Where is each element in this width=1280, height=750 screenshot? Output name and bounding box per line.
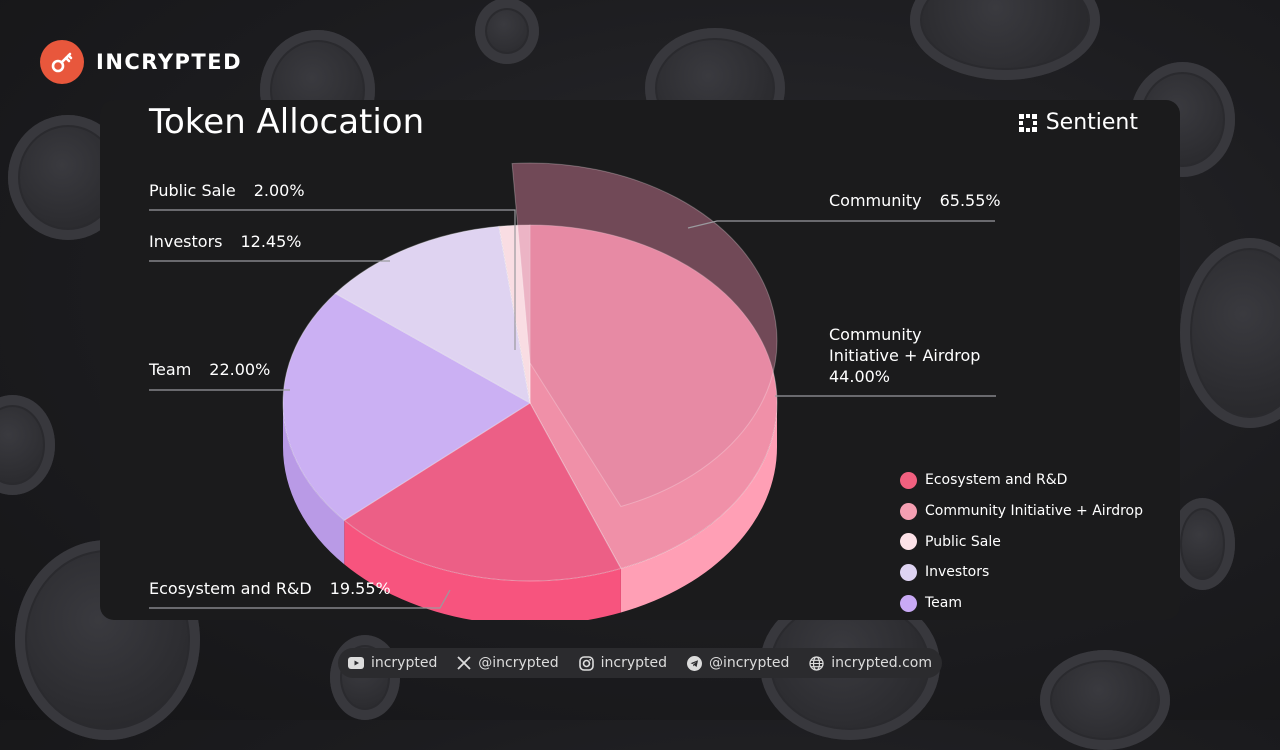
globe-icon xyxy=(809,655,824,671)
brand-name: INCRYPTED xyxy=(96,50,243,74)
sentient-logo-icon xyxy=(1018,113,1037,132)
callout-leader-line xyxy=(687,220,995,229)
chart-title: Token Allocation xyxy=(149,102,425,142)
legend-label: Ecosystem and R&D xyxy=(925,472,1068,489)
footer-instagram[interactable]: incrypted xyxy=(578,655,667,671)
footer-telegram[interactable]: @incrypted xyxy=(686,655,789,671)
legend-label: Public Sale xyxy=(925,533,1001,550)
chart-legend: Ecosystem and R&D Community Initiative + … xyxy=(900,465,1143,618)
background-coin xyxy=(1170,498,1235,590)
background-coin xyxy=(0,395,55,495)
footer-youtube[interactable]: incrypted xyxy=(347,655,437,671)
pie-slice-side xyxy=(344,520,621,620)
pie-chart xyxy=(149,162,996,620)
pie-slice xyxy=(529,224,778,570)
callout-investors: Investors 12.45% xyxy=(149,232,302,251)
x-icon xyxy=(457,656,471,670)
pie-slice-side xyxy=(620,403,777,613)
pie-slice xyxy=(282,292,531,521)
callout-community-initiative: Community Initiative + Airdrop 44.00% xyxy=(829,325,981,386)
footer-x[interactable]: @incrypted xyxy=(457,655,559,671)
callout-ecosystem: Ecosystem and R&D 19.55% xyxy=(149,579,391,598)
legend-label: Community Initiative + Airdrop xyxy=(925,503,1143,520)
background-coin xyxy=(910,0,1100,80)
callout-community: Community 65.55% xyxy=(829,191,1001,210)
pie-slice-side xyxy=(283,403,345,565)
callout-leader-line xyxy=(149,589,451,609)
social-footer: incrypted @incrypted incrypted @incrypte… xyxy=(338,648,942,678)
instagram-icon xyxy=(578,655,594,671)
background-coin xyxy=(475,0,539,64)
pie-slice xyxy=(334,225,531,404)
brand: INCRYPTED xyxy=(40,40,242,84)
legend-item: Public Sale xyxy=(900,526,1143,557)
key-logo-icon xyxy=(40,40,84,84)
background-coin xyxy=(1040,650,1170,750)
callout-team: Team 22.00% xyxy=(149,360,271,379)
legend-swatch xyxy=(900,502,917,520)
legend-swatch xyxy=(900,471,917,489)
legend-swatch xyxy=(900,533,917,551)
youtube-icon xyxy=(347,657,364,669)
footer-website[interactable]: incrypted.com xyxy=(809,655,932,671)
partner-name: Sentient xyxy=(1045,110,1138,135)
telegram-icon xyxy=(686,655,702,671)
callout-leader-line xyxy=(149,209,516,350)
legend-label: Team xyxy=(925,595,963,612)
legend-swatch xyxy=(900,563,917,581)
partner-logo: Sentient xyxy=(1018,110,1138,135)
community-group-overlay xyxy=(511,162,778,508)
legend-item: Community Initiative + Airdrop xyxy=(900,496,1143,527)
pie-slice xyxy=(343,402,622,582)
legend-item: Investors xyxy=(900,557,1143,588)
legend-swatch xyxy=(900,594,917,612)
legend-item: Team xyxy=(900,588,1143,619)
legend-label: Investors xyxy=(925,564,990,581)
callout-public-sale: Public Sale 2.00% xyxy=(149,181,305,200)
chart-card: Token Allocation Sentient Public Sale 2.0… xyxy=(100,100,1180,620)
legend-item: Ecosystem and R&D xyxy=(900,465,1143,496)
background-coin xyxy=(1180,238,1280,428)
